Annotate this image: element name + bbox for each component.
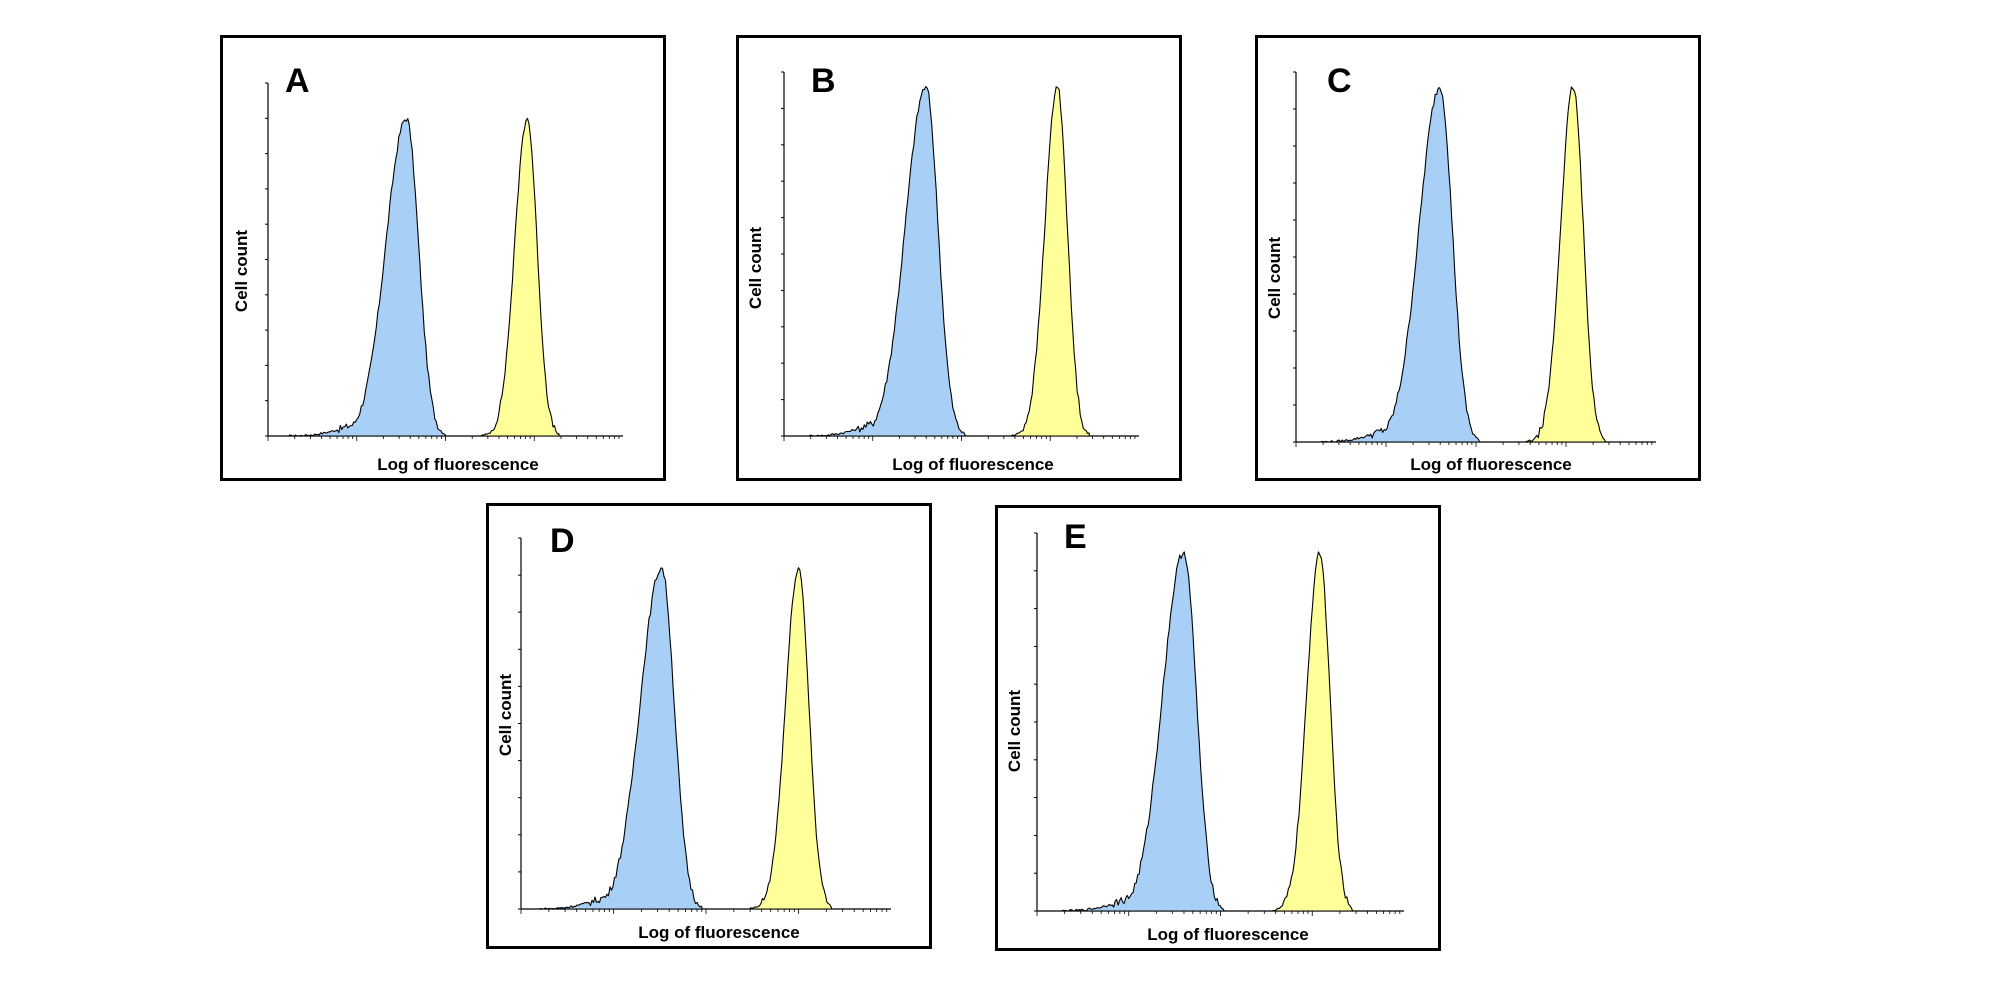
- histogram-chart-c: C Log of fluorescence Cell count: [1265, 62, 1656, 474]
- histogram-panel-d: D Log of fluorescence Cell count: [486, 503, 932, 949]
- x-axis-label-c: Log of fluorescence: [1410, 455, 1572, 474]
- blue-histogram: [1062, 551, 1225, 912]
- blue-histogram: [288, 118, 447, 437]
- yellow-histogram: [1010, 86, 1090, 437]
- y-axis-label-d: Cell count: [496, 674, 515, 757]
- histogram-chart-d: D Log of fluorescence Cell count: [496, 522, 891, 942]
- yellow-histogram: [480, 117, 560, 437]
- panel-label-a: A: [285, 62, 310, 100]
- yellow-histogram: [749, 567, 833, 910]
- panel-label-b: B: [811, 62, 836, 100]
- y-axis-label-e: Cell count: [1005, 690, 1024, 773]
- histogram-chart-a: A Log of fluorescence Cell count: [232, 62, 623, 474]
- plot-area-d: [518, 537, 891, 914]
- plot-area-c: [1293, 71, 1656, 447]
- panel-label-d: D: [550, 522, 575, 560]
- plot-area-a: [265, 82, 623, 441]
- histogram-chart-e: E Log of fluorescence Cell count: [1005, 518, 1404, 944]
- x-axis-label-d: Log of fluorescence: [638, 923, 800, 942]
- histogram-panel-e: E Log of fluorescence Cell count: [995, 505, 1441, 951]
- plot-area-e: [1034, 532, 1404, 916]
- y-axis-label-c: Cell count: [1265, 237, 1284, 320]
- blue-histogram: [1320, 87, 1481, 443]
- plot-area-b: [781, 71, 1139, 441]
- x-axis-label-e: Log of fluorescence: [1147, 925, 1309, 944]
- panel-label-e: E: [1064, 518, 1087, 556]
- x-axis-label-a: Log of fluorescence: [377, 455, 539, 474]
- histogram-chart-b: B Log of fluorescence Cell count: [746, 62, 1139, 474]
- histogram-panel-a: A Log of fluorescence Cell count: [220, 35, 666, 481]
- blue-histogram: [808, 86, 966, 437]
- histogram-panel-c: C Log of fluorescence Cell count: [1255, 35, 1701, 481]
- y-axis-label-a: Cell count: [232, 230, 251, 313]
- histogram-panel-b: B Log of fluorescence Cell count: [736, 35, 1182, 481]
- y-axis-label-b: Cell count: [746, 227, 765, 310]
- yellow-histogram: [1525, 86, 1607, 443]
- x-axis-label-b: Log of fluorescence: [892, 455, 1054, 474]
- panel-label-c: C: [1327, 62, 1352, 100]
- blue-histogram: [538, 567, 703, 910]
- yellow-histogram: [1271, 551, 1354, 912]
